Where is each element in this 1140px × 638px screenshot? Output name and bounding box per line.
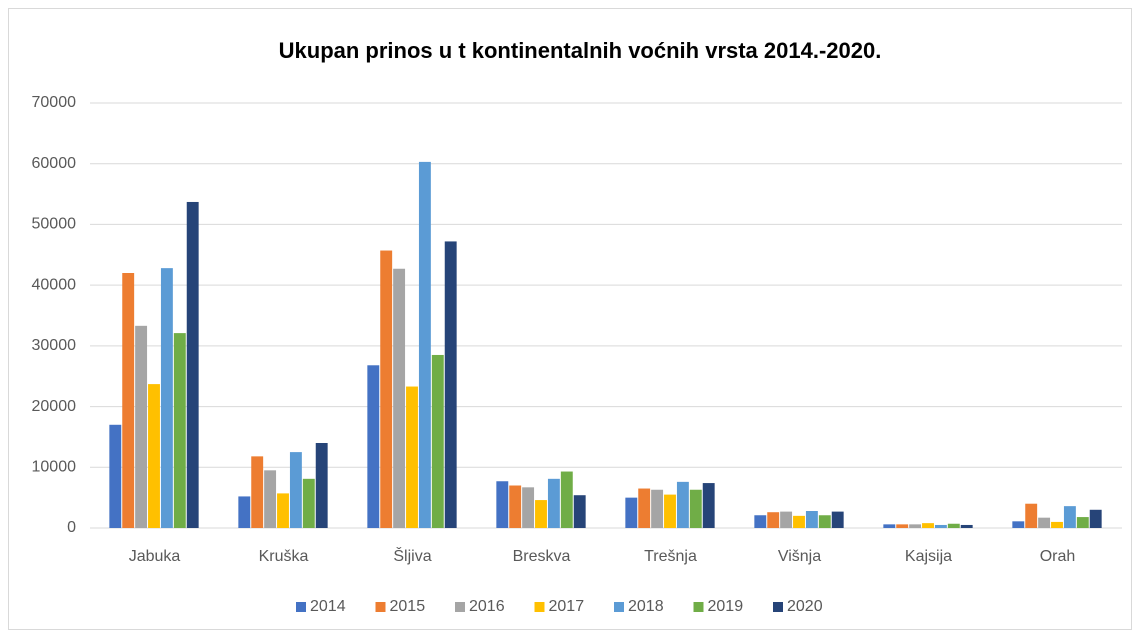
y-tick-label: 30000: [32, 337, 77, 354]
bar: [367, 365, 380, 528]
bar: [638, 488, 651, 528]
bar: [238, 496, 251, 528]
bar: [444, 241, 457, 528]
y-tick-label: 50000: [32, 216, 77, 233]
legend-label: 2020: [787, 598, 823, 615]
x-tick-label: Breskva: [513, 548, 571, 565]
bar: [754, 515, 767, 528]
bar: [664, 494, 676, 528]
bar: [418, 161, 431, 528]
legend-swatch: [455, 602, 465, 612]
bar: [380, 250, 393, 529]
legend-swatch: [773, 602, 783, 612]
y-tick-label: 60000: [32, 155, 77, 172]
bar: [560, 471, 573, 528]
legend-swatch: [375, 602, 386, 612]
y-tick-label: 20000: [32, 398, 77, 415]
bar: [1076, 517, 1089, 528]
bar: [818, 515, 831, 528]
bar: [406, 386, 418, 528]
bar: [767, 512, 780, 528]
legend-swatch: [534, 602, 545, 612]
bar: [277, 493, 289, 528]
bar: [1063, 506, 1076, 528]
y-tick-label: 0: [67, 519, 76, 536]
bar: [431, 354, 444, 528]
y-tick-label: 70000: [32, 94, 77, 111]
x-tick-label: Kruška: [259, 548, 309, 565]
x-tick-label: Orah: [1040, 548, 1076, 565]
bar: [883, 524, 896, 528]
bar: [651, 489, 664, 528]
bar: [909, 524, 922, 528]
bar: [960, 524, 973, 528]
y-tick-label: 10000: [32, 459, 77, 476]
bar: [135, 325, 148, 528]
x-tick-label: Višnja: [778, 548, 821, 565]
bar: [522, 487, 535, 528]
bar: [186, 201, 199, 528]
bar: [1089, 509, 1102, 528]
legend-label: 2018: [628, 598, 664, 615]
bar: [831, 511, 844, 528]
bar: [122, 273, 135, 528]
bar: [289, 452, 302, 528]
legend-label: 2017: [549, 598, 585, 615]
bar: [393, 268, 406, 528]
bar: [160, 268, 173, 528]
bar: [496, 481, 509, 528]
bar: [302, 478, 315, 528]
bar: [315, 443, 328, 528]
legend-label: 2015: [390, 598, 426, 615]
bar: [109, 424, 122, 528]
legend-label: 2019: [708, 598, 744, 615]
bar: [896, 524, 909, 528]
bar: [547, 478, 560, 528]
bar: [689, 489, 702, 528]
y-tick-label: 40000: [32, 276, 77, 293]
bar: [934, 524, 947, 528]
bar: [625, 497, 638, 528]
bar: [805, 511, 818, 528]
bar: [1038, 517, 1051, 528]
bar: [793, 515, 805, 528]
bar: [264, 470, 277, 528]
bar: [251, 456, 264, 528]
x-tick-label: Jabuka: [129, 548, 181, 565]
bar: [173, 333, 186, 528]
legend-swatch: [296, 602, 306, 612]
bar: [1012, 521, 1025, 528]
chart-frame: [8, 8, 1132, 630]
bar: [573, 495, 586, 528]
bar: [702, 483, 715, 528]
bar: [1051, 521, 1063, 528]
legend-swatch: [614, 602, 624, 612]
bar: [676, 481, 689, 528]
x-tick-label: Kajsija: [905, 548, 952, 565]
x-tick-label: Trešnja: [644, 548, 697, 565]
legend-label: 2014: [310, 598, 346, 615]
bar: [922, 523, 934, 528]
bar: [1025, 503, 1038, 528]
bar: [780, 511, 793, 528]
bar: [509, 485, 522, 528]
legend-swatch: [693, 602, 704, 612]
x-tick-label: Šljiva: [393, 546, 431, 565]
bar: [535, 500, 547, 528]
legend-label: 2016: [469, 598, 505, 615]
bar: [148, 384, 160, 528]
chart-title: Ukupan prinos u t kontinentalnih voćnih …: [279, 38, 882, 63]
bar: [947, 523, 960, 528]
